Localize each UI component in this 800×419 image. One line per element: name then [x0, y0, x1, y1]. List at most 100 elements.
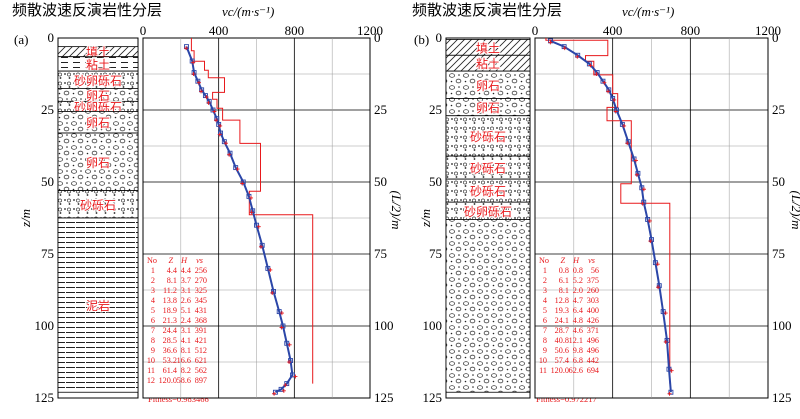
data-point-fitted — [548, 40, 553, 45]
data-point-observed — [561, 44, 567, 50]
table-cell: 24.1 — [555, 316, 569, 325]
table-cell: 28.5 — [163, 336, 177, 345]
table-cell: 496 — [587, 336, 599, 345]
table-cell: 7 — [151, 326, 155, 335]
plot-area: 0 400 800 1200 — [532, 23, 781, 399]
y-tick-label-left: 100 — [35, 318, 55, 333]
table-cell: 345 — [195, 296, 207, 305]
data-point-observed — [288, 358, 293, 364]
data-point-observed — [641, 199, 647, 205]
data-point-observed — [594, 70, 600, 76]
data-point-fitted — [613, 109, 618, 114]
layer-label: 粘土 — [86, 57, 110, 72]
table-header: Z — [168, 256, 173, 265]
data-point-observed — [189, 58, 195, 64]
plot-area: 0 400 800 1200 — [140, 23, 383, 399]
table-cell: 2 — [543, 276, 547, 285]
y-tick-label-right: 50 — [772, 174, 785, 189]
data-point-observed — [664, 337, 670, 343]
data-point-fitted — [281, 388, 286, 393]
y-tick-label-left: 25 — [41, 102, 54, 117]
data-point-observed — [656, 283, 662, 289]
panel-b: 频散波速反演岩性分层 (b) vc/(m·s⁻¹) z/m (L/2)/m Fi… — [412, 1, 800, 405]
data-point-fitted — [655, 262, 660, 267]
layer-label: 卵石 — [86, 89, 110, 103]
table-header: vs — [196, 256, 203, 265]
data-point-fitted — [640, 201, 645, 206]
table-cell: 9 — [151, 346, 155, 355]
table-cell: 6.4 — [573, 306, 583, 315]
table-cell: 3.1 — [181, 326, 191, 335]
data-point-observed — [272, 389, 278, 395]
table-cell: 62.6 — [569, 366, 583, 375]
velocity-step-profile — [190, 38, 314, 384]
y-tick-label-right: 100 — [374, 318, 394, 333]
y-axis-label-right: (L/2)/m — [789, 191, 800, 230]
table-cell: 5 — [151, 306, 155, 315]
table-cell: 10 — [147, 356, 155, 365]
table-cell: 4.6 — [573, 326, 583, 335]
data-point-fitted — [212, 109, 217, 114]
table-header: H — [572, 256, 580, 265]
data-point-observed — [191, 70, 197, 76]
table-cell: 2.6 — [181, 296, 191, 305]
layer-label: 粘土 — [476, 56, 500, 71]
y-tick-label-left: 50 — [429, 174, 442, 189]
lithology-layer — [57, 132, 139, 192]
table-cell: 11 — [147, 366, 155, 375]
data-point-observed — [660, 309, 666, 315]
y-tick-label-right: 25 — [772, 102, 785, 117]
table-cell: 8 — [151, 336, 155, 345]
layer-label: 砂砾石 — [470, 185, 506, 199]
x-tick-label: 1200 — [755, 23, 781, 38]
layer-label: 卵石 — [476, 101, 500, 115]
table-cell: 18.9 — [163, 306, 177, 315]
table-cell: 4.8 — [573, 316, 583, 325]
table-cell: 5.1 — [181, 306, 191, 315]
data-point-observed — [210, 107, 216, 113]
table-cell: 28.7 — [555, 326, 569, 335]
table-cell: 11 — [539, 366, 547, 375]
data-point-fitted — [562, 46, 567, 51]
lithology-layer — [57, 190, 139, 219]
table-cell: 6 — [543, 316, 547, 325]
y-tick-label-right: 125 — [374, 390, 394, 405]
table-cell: 562 — [195, 366, 207, 375]
table-cell: 5 — [543, 306, 547, 315]
table-cell: 3 — [151, 286, 155, 295]
table-cell: 40.8 — [555, 336, 569, 345]
data-point-fitted — [287, 360, 292, 365]
x-tick-label: 400 — [209, 23, 229, 38]
data-point-observed — [614, 107, 619, 113]
table-cell: 512 — [195, 346, 207, 355]
table-cell: 4.1 — [181, 336, 191, 345]
data-point-fitted — [575, 54, 580, 59]
table-cell: 442 — [587, 356, 599, 365]
data-point-observed — [600, 78, 606, 84]
x-axis-label: vc/(m·s⁻¹) — [622, 4, 674, 19]
lithology-layer — [445, 219, 531, 393]
table-header: Z — [560, 256, 565, 265]
layer-label: 砂卵砾石 — [464, 205, 512, 219]
y-tick-label-left: 100 — [423, 318, 443, 333]
data-point-observed — [202, 93, 208, 99]
y-tick-label-right: 0 — [772, 30, 779, 45]
table-cell: 50.6 — [555, 346, 569, 355]
table-cell: 6 — [151, 316, 155, 325]
table-cell: 61.4 — [163, 366, 177, 375]
layer-label: 砂砾石 — [80, 198, 116, 212]
data-point-fitted — [663, 339, 668, 344]
table-cell: 11.2 — [163, 286, 177, 295]
y-axis-label-right: (L/2)/m — [389, 191, 404, 230]
y-tick-label-left: 75 — [429, 246, 442, 261]
table-cell: 12.1 — [569, 336, 583, 345]
table-cell: 120.0 — [159, 376, 177, 385]
data-point-observed — [276, 309, 282, 315]
table-cell: 256 — [195, 266, 207, 275]
table-cell: 12 — [147, 376, 155, 385]
y-tick-label-left: 125 — [35, 390, 55, 405]
data-point-fitted — [256, 224, 261, 229]
data-point-fitted — [641, 187, 646, 192]
table-cell: 4 — [543, 296, 547, 305]
